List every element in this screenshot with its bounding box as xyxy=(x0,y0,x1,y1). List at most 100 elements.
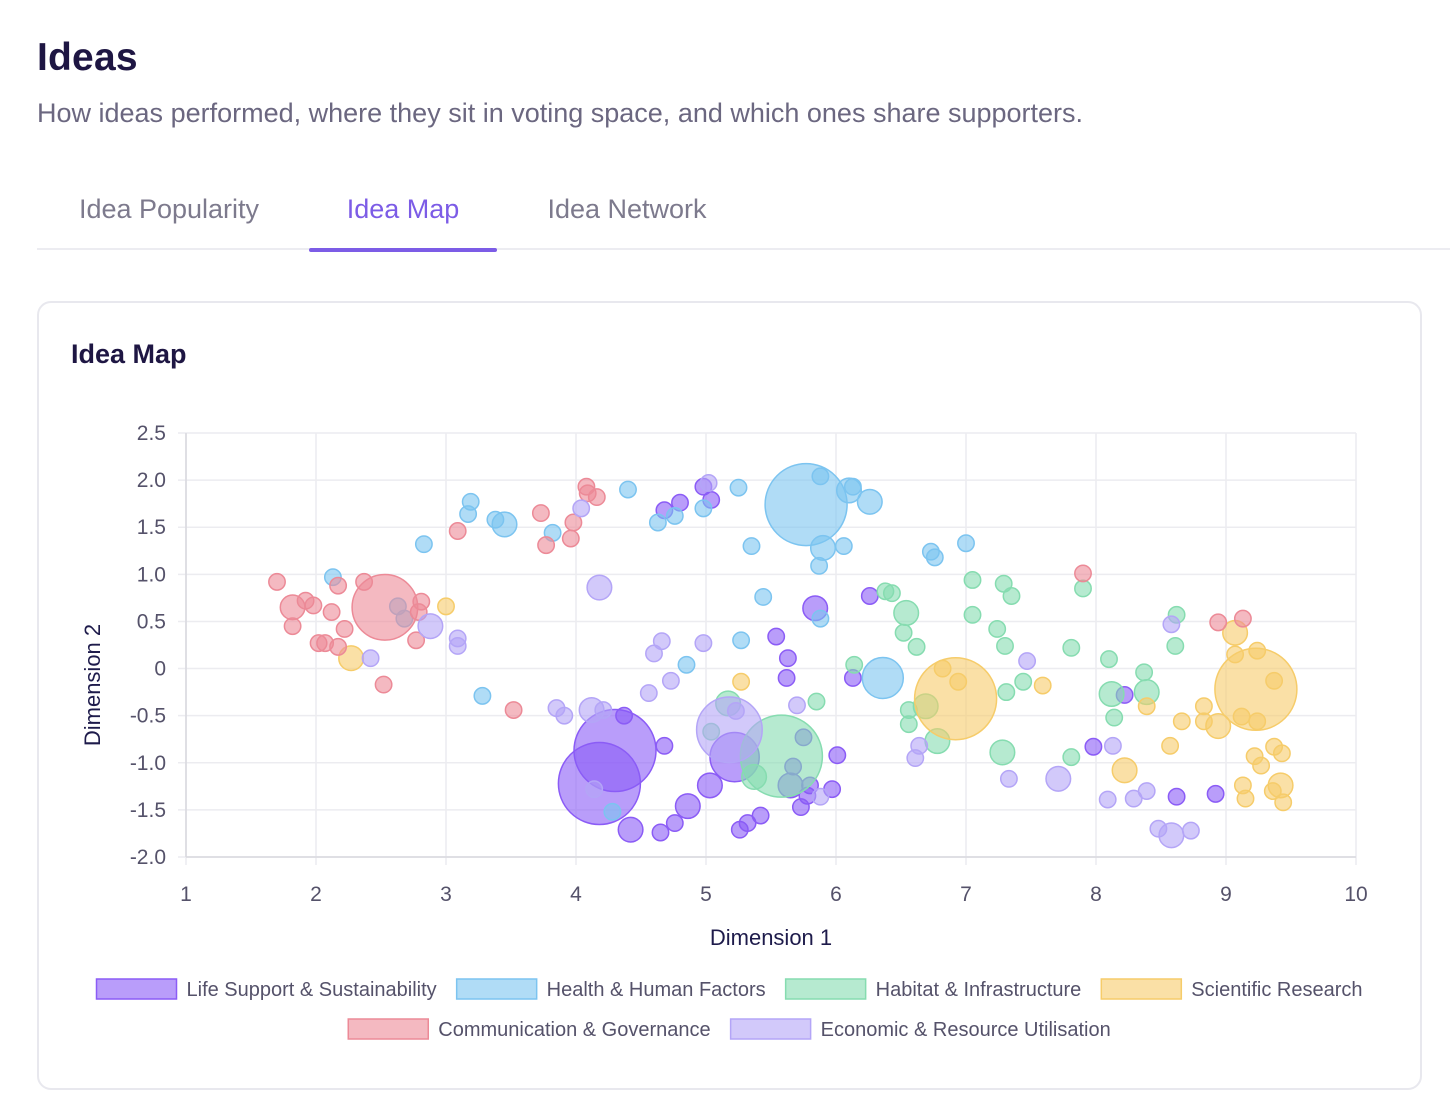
data-point[interactable] xyxy=(778,649,797,668)
data-point[interactable] xyxy=(652,632,671,651)
data-point[interactable] xyxy=(674,793,701,820)
legend-label[interactable]: Economic & Resource Utilisation xyxy=(821,1019,1111,1041)
data-point[interactable] xyxy=(1098,680,1125,708)
data-point[interactable] xyxy=(304,596,323,615)
legend-swatch[interactable] xyxy=(784,978,867,1000)
data-point[interactable] xyxy=(587,488,606,507)
data-point[interactable] xyxy=(1103,736,1122,755)
data-point[interactable] xyxy=(933,659,952,678)
data-point[interactable] xyxy=(741,763,768,790)
data-point[interactable] xyxy=(655,736,674,755)
data-point[interactable] xyxy=(899,715,918,734)
data-point[interactable] xyxy=(537,536,556,555)
data-point[interactable] xyxy=(913,656,998,741)
data-point[interactable] xyxy=(414,535,433,554)
data-point[interactable] xyxy=(999,769,1018,788)
data-point[interactable] xyxy=(1205,712,1232,740)
data-point[interactable] xyxy=(1105,708,1124,727)
data-point[interactable] xyxy=(996,636,1014,655)
legend-swatch[interactable] xyxy=(1100,978,1183,1000)
data-point[interactable] xyxy=(555,706,574,725)
data-point[interactable] xyxy=(448,636,467,655)
data-point[interactable] xyxy=(1166,636,1185,655)
data-point[interactable] xyxy=(329,637,348,656)
data-point[interactable] xyxy=(329,576,348,595)
data-point[interactable] xyxy=(1181,821,1200,840)
data-point[interactable] xyxy=(988,620,1007,638)
data-point[interactable] xyxy=(1137,782,1156,800)
data-point[interactable] xyxy=(695,696,763,764)
data-point[interactable] xyxy=(732,672,751,691)
data-point[interactable] xyxy=(963,571,982,589)
tab-idea-map[interactable]: Idea Map xyxy=(309,168,497,252)
legend-swatch[interactable] xyxy=(729,1018,812,1040)
data-point[interactable] xyxy=(742,537,761,556)
data-point[interactable] xyxy=(828,746,847,765)
data-point[interactable] xyxy=(729,478,748,497)
legend-label[interactable]: Scientific Research xyxy=(1191,979,1362,1001)
legend-label[interactable]: Communication & Governance xyxy=(438,1019,710,1041)
data-point[interactable] xyxy=(732,631,751,650)
legend-label[interactable]: Health & Human Factors xyxy=(547,979,766,1001)
data-point[interactable] xyxy=(1209,613,1228,632)
data-point[interactable] xyxy=(1232,707,1251,726)
data-point[interactable] xyxy=(407,631,426,650)
data-point[interactable] xyxy=(1158,822,1185,849)
data-point[interactable] xyxy=(1018,652,1037,670)
data-point[interactable] xyxy=(1206,784,1225,803)
data-point[interactable] xyxy=(1172,712,1191,731)
data-point[interactable] xyxy=(412,592,431,611)
data-point[interactable] xyxy=(1074,579,1092,598)
data-point[interactable] xyxy=(882,584,901,603)
data-point[interactable] xyxy=(1167,787,1186,806)
data-point[interactable] xyxy=(1265,671,1284,690)
data-point[interactable] xyxy=(807,692,826,711)
data-point[interactable] xyxy=(561,529,580,548)
data-point[interactable] xyxy=(1137,697,1156,716)
data-point[interactable] xyxy=(268,572,286,591)
data-point[interactable] xyxy=(810,556,829,575)
data-point[interactable] xyxy=(1100,650,1118,669)
data-point[interactable] xyxy=(1135,663,1154,682)
data-point[interactable] xyxy=(374,675,393,694)
data-point[interactable] xyxy=(473,686,492,705)
data-point[interactable] xyxy=(651,823,670,842)
legend-label[interactable]: Life Support & Sustainability xyxy=(187,979,437,1001)
data-point[interactable] xyxy=(586,574,613,601)
data-point[interactable] xyxy=(694,499,713,518)
data-point[interactable] xyxy=(726,702,745,720)
data-point[interactable] xyxy=(949,672,968,691)
data-point[interactable] xyxy=(437,597,455,616)
data-point[interactable] xyxy=(1002,587,1021,605)
data-point[interactable] xyxy=(963,605,982,624)
data-point[interactable] xyxy=(1033,676,1052,695)
data-point[interactable] xyxy=(767,627,786,646)
data-point[interactable] xyxy=(764,462,848,547)
legend-swatch[interactable] xyxy=(347,1018,430,1040)
data-point[interactable] xyxy=(361,649,380,668)
data-point[interactable] xyxy=(1252,756,1271,775)
data-point[interactable] xyxy=(283,617,302,636)
legend-label[interactable]: Habitat & Infrastructure xyxy=(876,979,1082,1001)
data-point[interactable] xyxy=(665,814,684,833)
data-point[interactable] xyxy=(1014,672,1033,691)
data-point[interactable] xyxy=(1111,757,1138,784)
data-point[interactable] xyxy=(617,816,644,843)
tab-idea-popularity[interactable]: Idea Popularity xyxy=(37,168,301,250)
data-point[interactable] xyxy=(661,671,680,690)
data-point[interactable] xyxy=(619,480,637,499)
data-point[interactable] xyxy=(572,499,591,518)
data-point[interactable] xyxy=(1062,638,1081,657)
data-point[interactable] xyxy=(856,488,883,515)
data-point[interactable] xyxy=(448,522,467,540)
data-point[interactable] xyxy=(1194,697,1213,716)
data-point[interactable] xyxy=(1084,737,1103,756)
data-point[interactable] xyxy=(834,537,853,556)
data-point[interactable] xyxy=(603,802,622,821)
data-point[interactable] xyxy=(459,505,478,523)
data-point[interactable] xyxy=(1236,789,1255,808)
data-point[interactable] xyxy=(417,613,444,640)
data-point[interactable] xyxy=(1161,736,1180,755)
data-point[interactable] xyxy=(531,504,550,523)
data-point[interactable] xyxy=(355,572,374,591)
